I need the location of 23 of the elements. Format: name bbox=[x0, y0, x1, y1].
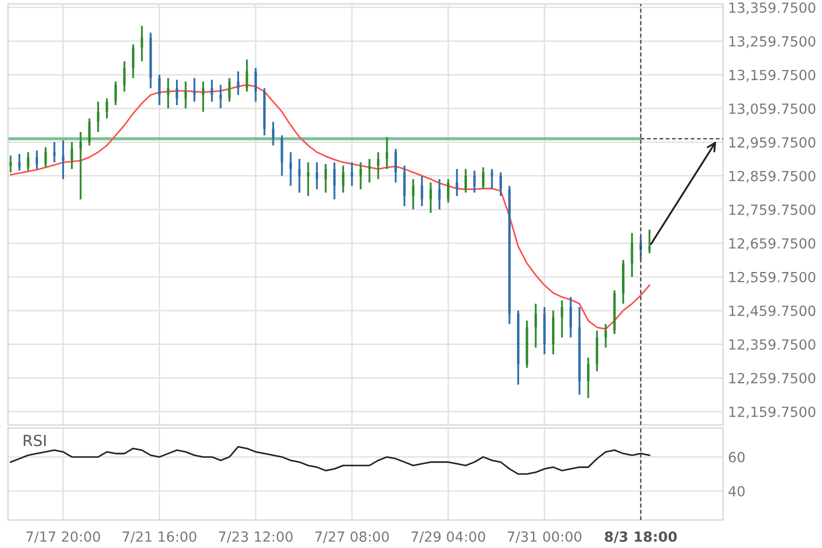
y-tick-label: 12,959.7500 bbox=[729, 137, 816, 150]
y-tick-label: 12,659.7500 bbox=[729, 238, 816, 250]
y-tick-label: 13,259.7500 bbox=[729, 36, 816, 48]
y-tick-label: 40 bbox=[728, 486, 745, 497]
y-tick-label: 12,759.7500 bbox=[729, 204, 816, 216]
y-tick-label: 13,159.7500 bbox=[729, 70, 816, 82]
x-tick-label: 7/31 00:00 bbox=[508, 531, 582, 543]
x-tick-label: 7/29 04:00 bbox=[412, 531, 486, 543]
y-tick-label: 12,459.7500 bbox=[729, 306, 816, 318]
y-tick-label: 12,359.7500 bbox=[729, 339, 816, 352]
y-tick-label: 13,059.7500 bbox=[729, 103, 816, 116]
y-tick-label: 60 bbox=[728, 452, 745, 462]
x-tick-label: 7/27 08:00 bbox=[315, 531, 389, 543]
annotation: RSI bbox=[24, 434, 46, 446]
y-tick-label: 12,559.7500 bbox=[729, 272, 816, 284]
x-tick-label: 7/23 12:00 bbox=[218, 531, 293, 543]
x-tick-label: 8/3 18:00 bbox=[604, 531, 677, 543]
y-tick-label: 12,159.7500 bbox=[729, 406, 816, 419]
y-tick-label: 13,359.7500 bbox=[729, 2, 816, 14]
y-tick-label: 12,859.7500 bbox=[729, 170, 816, 183]
x-tick-label: 7/17 20:00 bbox=[26, 531, 100, 543]
y-tick-label: 12,259.7500 bbox=[729, 372, 816, 385]
x-tick-label: 7/21 16:00 bbox=[122, 531, 196, 543]
